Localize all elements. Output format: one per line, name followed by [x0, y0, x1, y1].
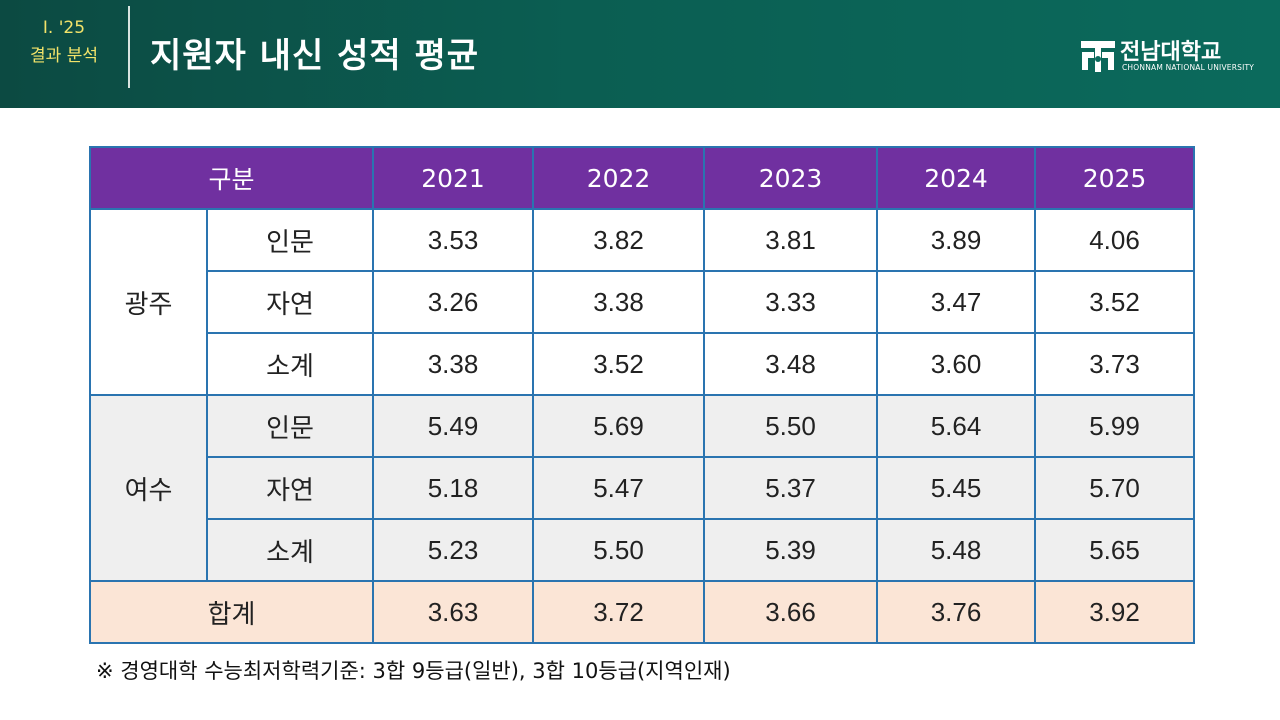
total-value-cell: 3.66: [703, 580, 879, 644]
header-category: 구분: [88, 146, 375, 210]
header-year: 2024: [876, 146, 1037, 210]
value-cell: 5.65: [1034, 518, 1196, 582]
header-year: 2023: [703, 146, 879, 210]
logo-subtitle: CHONNAM NATIONAL UNIVERSITY: [1122, 63, 1255, 72]
total-value-cell: 3.72: [532, 580, 706, 644]
university-emblem-icon: [1081, 41, 1115, 72]
header-year: 2021: [372, 146, 535, 210]
grade-average-table: 구분 2021 2022 2023 2024 2025 광주 인문 3.53 3…: [88, 146, 1196, 644]
table-header-row: 구분 2021 2022 2023 2024 2025: [88, 146, 1196, 210]
total-value-cell: 3.63: [372, 580, 535, 644]
track-cell: 소계: [205, 518, 375, 582]
table-row: 소계 3.38 3.52 3.48 3.60 3.73: [90, 332, 1196, 396]
value-cell: 5.18: [372, 456, 535, 520]
value-cell: 5.99: [1034, 394, 1196, 458]
value-cell: 4.06: [1034, 208, 1196, 272]
table-row: 소계 5.23 5.50 5.39 5.48 5.65: [90, 518, 1196, 582]
track-cell: 인문: [205, 394, 375, 458]
value-cell: 5.49: [372, 394, 535, 458]
header-divider: [128, 6, 130, 88]
value-cell: 3.48: [703, 332, 879, 396]
track-cell: 소계: [205, 332, 375, 396]
value-cell: 5.39: [703, 518, 879, 582]
header-year: 2025: [1034, 146, 1196, 210]
value-cell: 5.23: [372, 518, 535, 582]
value-cell: 3.52: [1034, 270, 1196, 334]
region-cell: 광주: [89, 208, 208, 396]
value-cell: 3.60: [876, 332, 1037, 396]
page-title: 지원자 내신 성적 평균: [150, 36, 480, 76]
region-cell: 여수: [89, 394, 208, 582]
value-cell: 3.81: [703, 208, 879, 272]
value-cell: 5.50: [532, 518, 706, 582]
section-label: Ⅰ. '25 결과 분석: [14, 14, 114, 70]
value-cell: 3.47: [876, 270, 1037, 334]
value-cell: 3.89: [876, 208, 1037, 272]
value-cell: 3.82: [532, 208, 706, 272]
value-cell: 3.73: [1034, 332, 1196, 396]
logo-name: 전남대학교: [1120, 40, 1222, 65]
university-logo: 전남대학교 CHONNAM NATIONAL UNIVERSITY: [1080, 38, 1260, 78]
track-cell: 자연: [205, 270, 375, 334]
value-cell: 3.33: [703, 270, 879, 334]
track-cell: 인문: [205, 208, 375, 272]
value-cell: 5.70: [1034, 456, 1196, 520]
footnote: ※ 경영대학 수능최저학력기준: 3합 9등급(일반), 3합 10등급(지역인…: [96, 659, 731, 683]
value-cell: 5.69: [532, 394, 706, 458]
value-cell: 5.50: [703, 394, 879, 458]
table-row: 광주 인문 3.53 3.82 3.81 3.89 4.06: [89, 208, 1196, 396]
value-cell: 3.52: [532, 332, 706, 396]
value-cell: 3.38: [532, 270, 706, 334]
total-value-cell: 3.76: [876, 580, 1037, 644]
table-row: 여수 인문 5.49 5.69 5.50 5.64 5.99: [89, 394, 1196, 582]
value-cell: 5.48: [876, 518, 1037, 582]
value-cell: 3.26: [372, 270, 535, 334]
header-year: 2022: [532, 146, 706, 210]
header-bar: Ⅰ. '25 결과 분석 지원자 내신 성적 평균 전남대학교 CHONNAM …: [0, 0, 1280, 108]
total-row: 합계 3.63 3.72 3.66 3.76 3.92: [88, 580, 1196, 644]
section-title: 결과 분석: [30, 46, 98, 66]
value-cell: 3.38: [372, 332, 535, 396]
table-row: 자연 3.26 3.38 3.33 3.47 3.52: [90, 270, 1196, 334]
value-cell: 5.45: [876, 456, 1037, 520]
table-row: 자연 5.18 5.47 5.37 5.45 5.70: [90, 456, 1196, 520]
value-cell: 5.37: [703, 456, 879, 520]
value-cell: 3.53: [372, 208, 535, 272]
value-cell: 5.64: [876, 394, 1037, 458]
track-cell: 자연: [205, 456, 375, 520]
section-number: Ⅰ. '25: [42, 18, 86, 38]
total-label: 합계: [88, 580, 375, 644]
total-value-cell: 3.92: [1034, 580, 1196, 644]
value-cell: 5.47: [532, 456, 706, 520]
